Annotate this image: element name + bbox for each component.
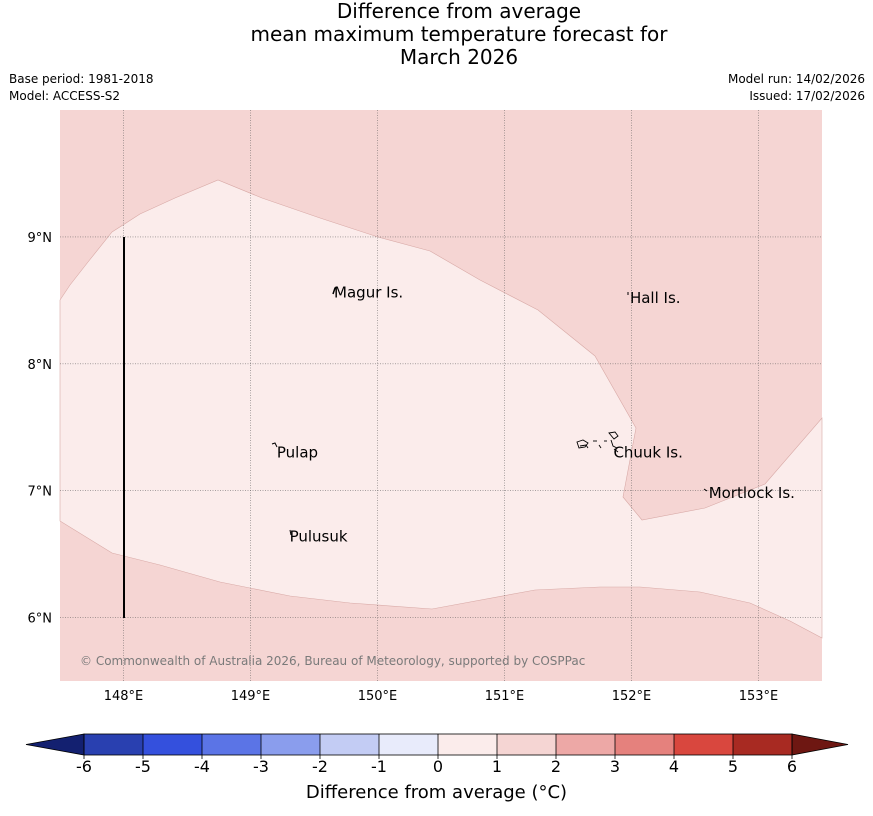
island-outlines bbox=[271, 286, 708, 536]
meta-left: Base period: 1981-2018 Model: ACCESS-S2 bbox=[9, 71, 154, 105]
colorbar-tick-label: 3 bbox=[610, 757, 620, 776]
longitude-tick-label: 151°E bbox=[485, 689, 525, 704]
pulap-island-outline bbox=[271, 442, 278, 448]
place-label: Hall Is. bbox=[630, 289, 681, 307]
colorbar-segment bbox=[674, 734, 733, 755]
meta-right: Model run: 14/02/2026 Issued: 17/02/2026 bbox=[728, 71, 865, 105]
model-run: Model run: 14/02/2026 bbox=[727, 72, 865, 86]
colorbar-segment bbox=[379, 734, 438, 755]
longitude-tick-label: 153°E bbox=[739, 689, 779, 704]
longitude-tick-label: 148°E bbox=[104, 689, 144, 704]
colorbar-tick-label: -2 bbox=[312, 757, 328, 776]
colorbar-tick-label: 6 bbox=[787, 757, 797, 776]
colorbar-segment bbox=[615, 734, 674, 755]
latitude-tick-label: 7°N bbox=[28, 485, 53, 500]
longitude-tick-label: 149°E bbox=[231, 689, 271, 704]
colorbar-tick-label: -1 bbox=[371, 757, 387, 776]
longitude-tick-label: 150°E bbox=[358, 689, 398, 704]
place-labels: Magur Is. Hall Is. Pulap Chuuk Is. Mortlock … bbox=[277, 284, 795, 546]
map-body bbox=[59, 110, 823, 681]
latitude-tick-label: 6°N bbox=[28, 612, 53, 627]
model-name: Model: ACCESS-S2 bbox=[9, 89, 121, 103]
colorbar-tick-label: -6 bbox=[76, 757, 92, 776]
colorbar-tick-label: 4 bbox=[669, 757, 679, 776]
mortlock-island-outline bbox=[703, 488, 708, 492]
colorbar-segment bbox=[497, 734, 556, 755]
colorbar-tick-label: 2 bbox=[551, 757, 561, 776]
magur-island-outline bbox=[332, 286, 338, 295]
latitude-tick-label: 8°N bbox=[28, 358, 53, 373]
colorbar-label: Difference from average (°C) bbox=[305, 782, 568, 803]
colorbar-tick-label: -5 bbox=[135, 757, 151, 776]
latitude-labels: 9°N 8°N 7°N 6°N bbox=[28, 231, 53, 627]
colorbar-tick-label: 0 bbox=[433, 757, 443, 776]
chuuk-lagoon-islands bbox=[576, 431, 619, 453]
colorbar-segment bbox=[438, 734, 497, 755]
colorbar-segment bbox=[733, 734, 792, 755]
place-label: Magur Is. bbox=[334, 284, 403, 302]
title-line-2: mean maximum temperature forecast for bbox=[250, 22, 668, 46]
base-period: Base period: 1981-2018 bbox=[9, 72, 154, 86]
colorbar-tick-label: -3 bbox=[253, 757, 269, 776]
colorbar-segment bbox=[261, 734, 320, 755]
place-label: Pulusuk bbox=[290, 527, 348, 545]
colorbar-segment bbox=[84, 734, 143, 755]
issued-date: Issued: 17/02/2026 bbox=[749, 89, 865, 103]
longitude-tick-label: 152°E bbox=[612, 689, 652, 704]
colorbar: -6 -5 -4 -3 -2 -1 0 1 2 3 4 5 6 bbox=[25, 733, 849, 776]
map-title: Difference from average mean maximum tem… bbox=[0, 0, 873, 69]
place-label: Chuuk Is. bbox=[613, 444, 682, 462]
place-label: Pulap bbox=[277, 444, 318, 462]
place-label: Mortlock Is. bbox=[709, 484, 795, 502]
colorbar-under-arrow bbox=[25, 733, 85, 756]
copyright-notice: © Commonwealth of Australia 2026, Bureau… bbox=[80, 654, 585, 668]
colorbar-segment bbox=[556, 734, 615, 755]
title-line-3: March 2026 bbox=[399, 45, 519, 69]
colorbar-segment bbox=[202, 734, 261, 755]
longitude-labels: 148°E 149°E 150°E 151°E 152°E 153°E bbox=[104, 689, 779, 704]
colorbar-tick-label: -4 bbox=[194, 757, 210, 776]
title-line-1: Difference from average bbox=[336, 0, 582, 23]
colorbar-segment bbox=[143, 734, 202, 755]
pulusuk-island-outline bbox=[289, 529, 292, 536]
colorbar-tick-label: 1 bbox=[492, 757, 502, 776]
colorbar-over-arrow bbox=[791, 733, 849, 756]
colorbar-tick-label: 5 bbox=[728, 757, 738, 776]
colorbar-segment bbox=[320, 734, 379, 755]
latitude-tick-label: 9°N bbox=[28, 231, 53, 246]
